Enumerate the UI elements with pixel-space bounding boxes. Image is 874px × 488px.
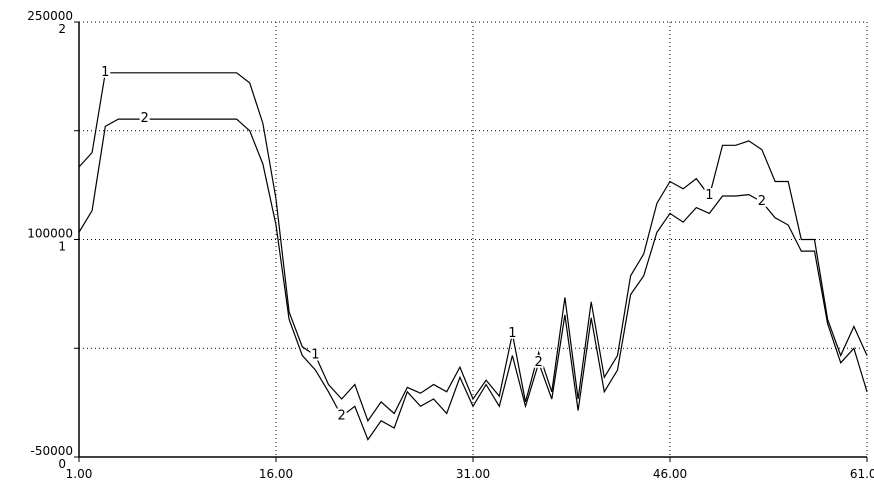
right-axis-tick-label: 2 bbox=[58, 22, 66, 36]
grid-lines bbox=[79, 21, 868, 457]
series-marker-bg bbox=[139, 111, 150, 125]
left-axis-tick-label: 100000 bbox=[27, 227, 73, 241]
right-axis-tick-label: 0 bbox=[58, 457, 66, 471]
x-tick-label: 16.00 bbox=[259, 467, 293, 481]
series-marker-1: 1 bbox=[705, 188, 713, 203]
axes bbox=[74, 21, 868, 462]
series-line-1 bbox=[78, 72, 868, 423]
series-marker-2: 2 bbox=[535, 355, 543, 370]
series-markers: 1 1 1 1 2 2 2 2 bbox=[100, 64, 767, 423]
series-marker-bg bbox=[310, 347, 321, 361]
series-marker-2: 2 bbox=[758, 194, 766, 209]
series-marker-bg bbox=[756, 193, 767, 207]
left-axis-tick-label: -50000 bbox=[30, 444, 73, 458]
x-tick-label: 1.00 bbox=[66, 467, 93, 481]
series-line-2 bbox=[78, 118, 868, 441]
tick-labels: 1.0016.0031.0046.0061.0025000021000001-5… bbox=[27, 9, 874, 481]
right-axis-tick-label: 1 bbox=[58, 240, 66, 254]
x-tick-label: 46.00 bbox=[653, 467, 687, 481]
series-marker-1: 1 bbox=[101, 65, 109, 80]
series-marker-1: 1 bbox=[311, 348, 319, 363]
series-marker-bg bbox=[704, 188, 715, 201]
series-marker-2: 2 bbox=[338, 408, 346, 423]
x-tick-label: 61.00 bbox=[850, 467, 874, 481]
series-marker-bg bbox=[100, 64, 111, 78]
series-marker-bg bbox=[533, 354, 544, 368]
x-tick-label: 31.00 bbox=[456, 467, 490, 481]
series-marker-1: 1 bbox=[508, 326, 516, 341]
series-marker-bg bbox=[336, 408, 347, 422]
left-axis-tick-label: 250000 bbox=[27, 9, 73, 23]
series-marker-bg bbox=[507, 325, 518, 339]
series-marker-2: 2 bbox=[141, 111, 149, 126]
series-lines bbox=[78, 72, 868, 441]
